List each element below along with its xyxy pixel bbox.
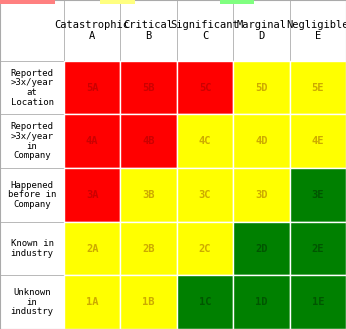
Text: 5C: 5C bbox=[199, 83, 211, 93]
Bar bbox=[220, 0, 254, 4]
Bar bbox=[64, 222, 120, 275]
Text: 2A: 2A bbox=[86, 243, 99, 254]
Bar bbox=[233, 222, 290, 275]
Text: Critical
B: Critical B bbox=[124, 20, 174, 41]
Bar bbox=[177, 114, 233, 168]
Bar bbox=[0, 0, 64, 61]
Bar bbox=[120, 168, 177, 222]
Bar bbox=[64, 168, 120, 222]
Bar bbox=[177, 0, 233, 61]
Text: Negligible
E: Negligible E bbox=[286, 20, 346, 41]
Bar bbox=[0, 168, 64, 222]
Bar bbox=[120, 0, 177, 61]
Text: 4A: 4A bbox=[86, 136, 99, 146]
Bar bbox=[290, 61, 346, 114]
Text: Catastrophic
A: Catastrophic A bbox=[55, 20, 130, 41]
Bar bbox=[120, 222, 177, 275]
Bar bbox=[233, 275, 290, 329]
Text: 2B: 2B bbox=[142, 243, 155, 254]
Bar bbox=[177, 275, 233, 329]
Text: 4C: 4C bbox=[199, 136, 211, 146]
Bar bbox=[290, 114, 346, 168]
Bar bbox=[0, 275, 64, 329]
Text: Happened
before in
Company: Happened before in Company bbox=[8, 181, 56, 209]
Text: 5B: 5B bbox=[142, 83, 155, 93]
Bar bbox=[0, 61, 64, 114]
Text: 4D: 4D bbox=[255, 136, 268, 146]
Bar bbox=[0, 222, 64, 275]
Bar bbox=[64, 0, 120, 61]
Bar bbox=[233, 168, 290, 222]
Bar bbox=[233, 61, 290, 114]
Text: 5D: 5D bbox=[255, 83, 268, 93]
Text: Unknown
in
industry: Unknown in industry bbox=[10, 288, 54, 316]
Bar bbox=[290, 168, 346, 222]
Bar bbox=[100, 0, 135, 4]
Text: Reported
>3x/year
in
Company: Reported >3x/year in Company bbox=[10, 122, 54, 160]
Bar bbox=[64, 61, 120, 114]
Text: 1D: 1D bbox=[255, 297, 268, 307]
Bar bbox=[120, 114, 177, 168]
Text: 3C: 3C bbox=[199, 190, 211, 200]
Text: 3A: 3A bbox=[86, 190, 99, 200]
Text: Marginal
D: Marginal D bbox=[236, 20, 286, 41]
Text: Reported
>3x/year
at
Location: Reported >3x/year at Location bbox=[10, 69, 54, 107]
Bar bbox=[233, 114, 290, 168]
Bar bbox=[290, 222, 346, 275]
Text: 4B: 4B bbox=[142, 136, 155, 146]
Bar bbox=[120, 61, 177, 114]
Bar bbox=[290, 275, 346, 329]
Text: 1C: 1C bbox=[199, 297, 211, 307]
Text: 1A: 1A bbox=[86, 297, 99, 307]
Text: 3B: 3B bbox=[142, 190, 155, 200]
Text: 5A: 5A bbox=[86, 83, 99, 93]
Text: 5E: 5E bbox=[311, 83, 324, 93]
Text: 1B: 1B bbox=[142, 297, 155, 307]
Text: 1E: 1E bbox=[311, 297, 324, 307]
Text: Significant
C: Significant C bbox=[171, 20, 239, 41]
Bar bbox=[290, 0, 346, 61]
Text: Known in
industry: Known in industry bbox=[10, 239, 54, 258]
Text: 2E: 2E bbox=[311, 243, 324, 254]
Bar bbox=[177, 168, 233, 222]
Text: 4E: 4E bbox=[311, 136, 324, 146]
Bar bbox=[177, 222, 233, 275]
Text: 2D: 2D bbox=[255, 243, 268, 254]
Bar bbox=[233, 0, 290, 61]
Text: 3D: 3D bbox=[255, 190, 268, 200]
Text: 2C: 2C bbox=[199, 243, 211, 254]
Text: 3E: 3E bbox=[311, 190, 324, 200]
Bar bbox=[64, 114, 120, 168]
Bar bbox=[120, 275, 177, 329]
Bar bbox=[0, 0, 55, 4]
Bar bbox=[0, 114, 64, 168]
Bar bbox=[177, 61, 233, 114]
Bar bbox=[64, 275, 120, 329]
